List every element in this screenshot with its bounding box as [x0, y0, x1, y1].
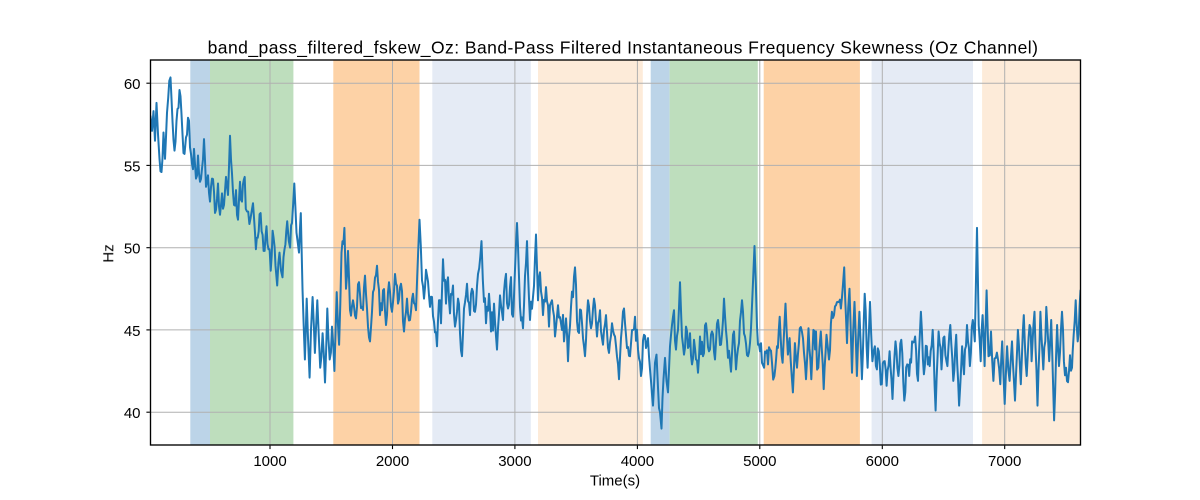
svg-text:4000: 4000	[621, 453, 654, 470]
svg-text:1000: 1000	[253, 453, 286, 470]
svg-text:band_pass_filtered_fskew_Oz: B: band_pass_filtered_fskew_Oz: Band-Pass F…	[208, 37, 1039, 58]
svg-text:6000: 6000	[866, 453, 899, 470]
svg-text:40: 40	[124, 405, 141, 422]
svg-text:2000: 2000	[376, 453, 409, 470]
svg-text:55: 55	[124, 158, 141, 175]
svg-text:7000: 7000	[988, 453, 1021, 470]
svg-text:Time(s): Time(s)	[590, 472, 640, 489]
svg-text:5000: 5000	[743, 453, 776, 470]
svg-text:60: 60	[124, 76, 141, 93]
svg-text:50: 50	[124, 241, 141, 258]
svg-text:Hz: Hz	[100, 244, 117, 262]
svg-text:3000: 3000	[498, 453, 531, 470]
svg-text:45: 45	[124, 323, 141, 340]
